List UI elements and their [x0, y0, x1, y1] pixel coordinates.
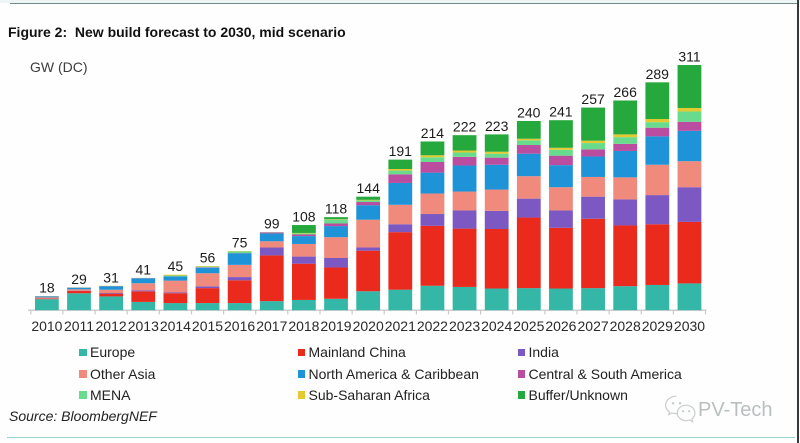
- svg-text:191: 191: [389, 143, 413, 159]
- svg-text:240: 240: [517, 105, 541, 121]
- svg-text:2015: 2015: [192, 318, 223, 334]
- svg-text:2020: 2020: [353, 318, 384, 334]
- svg-text:2014: 2014: [160, 318, 191, 334]
- svg-text:29: 29: [71, 271, 87, 287]
- svg-text:214: 214: [421, 125, 445, 141]
- svg-text:31: 31: [103, 269, 119, 285]
- svg-text:18: 18: [39, 280, 55, 296]
- svg-text:75: 75: [232, 235, 248, 251]
- svg-text:2013: 2013: [128, 318, 159, 334]
- svg-text:257: 257: [581, 91, 605, 107]
- svg-text:2029: 2029: [642, 318, 673, 334]
- svg-text:2025: 2025: [513, 318, 544, 334]
- svg-text:2024: 2024: [481, 318, 512, 334]
- svg-text:289: 289: [646, 66, 670, 82]
- svg-text:41: 41: [136, 261, 152, 277]
- svg-text:311: 311: [678, 49, 701, 65]
- svg-text:2027: 2027: [578, 318, 609, 334]
- svg-text:99: 99: [264, 216, 280, 232]
- svg-text:144: 144: [357, 180, 381, 196]
- svg-text:2030: 2030: [674, 318, 705, 334]
- svg-text:2021: 2021: [385, 318, 416, 334]
- svg-text:2012: 2012: [96, 318, 127, 334]
- svg-text:2028: 2028: [610, 318, 641, 334]
- svg-text:2016: 2016: [224, 318, 255, 334]
- svg-text:2022: 2022: [417, 318, 448, 334]
- svg-text:108: 108: [292, 209, 316, 225]
- svg-text:222: 222: [453, 119, 477, 135]
- svg-text:56: 56: [200, 250, 216, 266]
- svg-text:45: 45: [168, 258, 184, 274]
- svg-text:118: 118: [325, 201, 348, 217]
- svg-text:2023: 2023: [449, 318, 480, 334]
- svg-text:241: 241: [549, 104, 573, 120]
- svg-text:2026: 2026: [545, 318, 576, 334]
- svg-text:266: 266: [614, 84, 638, 100]
- svg-text:2010: 2010: [31, 318, 62, 334]
- svg-text:2011: 2011: [64, 318, 94, 334]
- svg-text:2017: 2017: [256, 318, 287, 334]
- svg-text:2018: 2018: [288, 318, 319, 334]
- svg-text:2019: 2019: [320, 318, 351, 334]
- svg-text:223: 223: [485, 118, 509, 134]
